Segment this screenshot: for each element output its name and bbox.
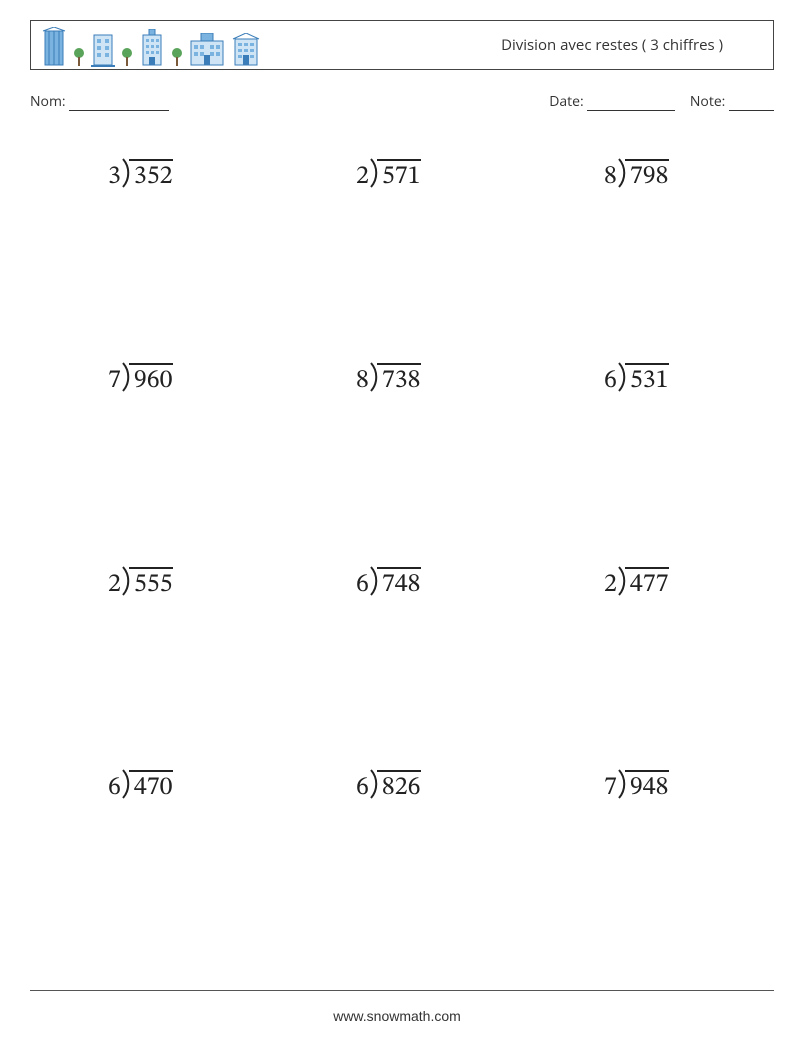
date-note-group: Date: Note: bbox=[549, 92, 774, 111]
dividend: 748 bbox=[377, 567, 421, 602]
dividend: 948 bbox=[625, 770, 669, 805]
worksheet-title: Division avec restes ( 3 chiffres ) bbox=[501, 35, 723, 55]
building-icon bbox=[139, 29, 165, 67]
dividend: 555 bbox=[129, 567, 173, 602]
buildings-logo bbox=[41, 27, 261, 67]
problem-cell: 7960 bbox=[30, 349, 278, 553]
building-icon bbox=[91, 31, 115, 67]
problem-cell: 2555 bbox=[30, 553, 278, 757]
dividend: 798 bbox=[625, 159, 669, 194]
header-box: Division avec restes ( 3 chiffres ) bbox=[30, 20, 774, 70]
dividend: 571 bbox=[377, 159, 421, 194]
worksheet-page: Division avec restes ( 3 chiffres ) Nom:… bbox=[0, 0, 794, 1053]
divisor: 2 bbox=[604, 569, 617, 602]
dividend: 352 bbox=[129, 159, 173, 194]
building-icon bbox=[41, 27, 67, 67]
note-label: Note: bbox=[690, 92, 726, 111]
division-problem: 7960 bbox=[108, 363, 173, 398]
name-field: Nom: bbox=[30, 92, 169, 111]
tree-icon bbox=[121, 47, 133, 67]
divisor: 6 bbox=[108, 772, 121, 805]
dividend: 960 bbox=[129, 363, 173, 398]
problem-cell: 8798 bbox=[526, 145, 774, 349]
division-problem: 2571 bbox=[356, 159, 421, 194]
division-problem: 8798 bbox=[604, 159, 669, 194]
problem-cell: 6531 bbox=[526, 349, 774, 553]
divisor: 6 bbox=[604, 365, 617, 398]
problem-cell: 2477 bbox=[526, 553, 774, 757]
divisor: 8 bbox=[356, 365, 369, 398]
building-icon bbox=[231, 33, 261, 67]
divisor: 6 bbox=[356, 569, 369, 602]
divisor: 7 bbox=[108, 365, 121, 398]
name-blank[interactable] bbox=[69, 97, 169, 111]
dividend: 738 bbox=[377, 363, 421, 398]
division-problem: 3352 bbox=[108, 159, 173, 194]
date-blank[interactable] bbox=[587, 97, 675, 111]
divisor: 3 bbox=[108, 161, 121, 194]
dividend: 477 bbox=[625, 567, 669, 602]
division-problem: 2555 bbox=[108, 567, 173, 602]
division-problem: 2477 bbox=[604, 567, 669, 602]
problem-cell: 6826 bbox=[278, 756, 526, 960]
division-problem: 6748 bbox=[356, 567, 421, 602]
divisor: 6 bbox=[356, 772, 369, 805]
name-label: Nom: bbox=[30, 92, 66, 111]
problem-cell: 3352 bbox=[30, 145, 278, 349]
problem-cell: 6470 bbox=[30, 756, 278, 960]
dividend: 826 bbox=[377, 770, 421, 805]
note-blank[interactable] bbox=[729, 97, 774, 111]
tree-icon bbox=[171, 47, 183, 67]
division-problem: 6470 bbox=[108, 770, 173, 805]
footer-text: www.snowmath.com bbox=[0, 1008, 794, 1024]
division-problem: 7948 bbox=[604, 770, 669, 805]
divisor: 7 bbox=[604, 772, 617, 805]
building-icon bbox=[189, 33, 225, 67]
division-problem: 6531 bbox=[604, 363, 669, 398]
problem-cell: 8738 bbox=[278, 349, 526, 553]
divisor: 2 bbox=[356, 161, 369, 194]
division-problem: 6826 bbox=[356, 770, 421, 805]
dividend: 531 bbox=[625, 363, 669, 398]
division-problem: 8738 bbox=[356, 363, 421, 398]
footer-rule bbox=[30, 990, 774, 991]
tree-icon bbox=[73, 47, 85, 67]
problem-cell: 6748 bbox=[278, 553, 526, 757]
problems-grid: 3352257187987960873865312555674824776470… bbox=[30, 145, 774, 960]
divisor: 2 bbox=[108, 569, 121, 602]
dividend: 470 bbox=[129, 770, 173, 805]
problem-cell: 2571 bbox=[278, 145, 526, 349]
problem-cell: 7948 bbox=[526, 756, 774, 960]
date-label: Date: bbox=[549, 92, 583, 111]
divisor: 8 bbox=[604, 161, 617, 194]
